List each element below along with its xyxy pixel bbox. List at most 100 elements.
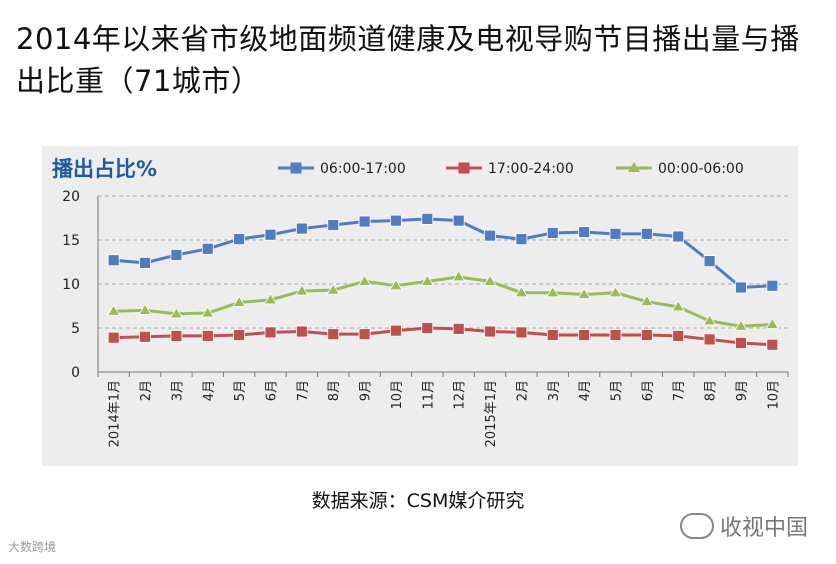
data-point [671,300,685,312]
x-tick-label: 8月 [704,380,719,401]
data-point [107,331,120,344]
data-point [295,325,308,338]
legend-label: 00:00-06:00 [658,161,744,177]
data-point [735,337,747,349]
data-point [484,229,496,242]
data-point [672,330,685,342]
data-point [640,227,653,240]
x-tick-label: 9月 [359,380,374,401]
data-point [263,293,278,305]
data-point [703,255,716,268]
data-point [201,306,215,318]
data-point [578,329,591,341]
data-point [264,326,277,339]
data-point [577,287,591,299]
y-tick-label: 0 [71,365,80,381]
legend-marker [458,162,470,174]
x-tick-label: 12月 [453,380,468,410]
data-point [327,219,340,231]
watermark-shoushi: 收视中国 [679,510,808,542]
line-chart: 播出占比% 0 5 10 15 20 2014年1月 2月 3月 4月 5月 6月 7月 8月 9月 10月 1… [52,157,789,447]
x-tick-label: 10月 [390,380,405,410]
data-point [452,214,465,227]
data-point [421,212,434,225]
data-point [640,294,654,307]
data-point [169,307,184,319]
x-tick-label: 6月 [265,380,280,401]
x-tick-label: 3月 [547,380,562,401]
data-point [451,270,466,282]
data-point [295,222,308,235]
data-point [420,274,435,286]
data-point [357,274,372,286]
data-point [358,215,371,228]
data-point [358,328,371,341]
chart-panel: 播出占比% 0 5 10 15 20 2014年1月 2月 3月 4月 5月 6月 7月 8月 9月 10月 1… [42,146,798,466]
page-title: 2014年以来省市级地面频道健康及电视导购节目播出量与播出比重（71城市） [16,22,800,98]
data-point [734,319,748,331]
data-point [233,233,246,246]
x-tick-label: 2015年1月 [484,380,499,447]
x-tick-label: 5月 [610,380,625,401]
x-tick-label: 2月 [139,380,154,401]
y-tick-label: 5 [71,321,80,337]
y-tick-label: 15 [62,233,80,249]
x-tick-label: 4月 [578,380,593,401]
data-point [452,322,465,335]
data-point [483,274,497,286]
x-tick-label: 9月 [735,380,750,401]
data-point [766,338,779,351]
data-point [640,329,653,341]
x-tick-label: 6月 [641,380,656,401]
data-point [702,314,717,326]
x-tick-label: 5月 [233,380,248,401]
data-point [295,284,309,296]
data-point [327,328,340,341]
x-tick-label: 3月 [170,380,185,401]
data-point [672,230,685,243]
x-tick-label: 2月 [515,380,530,401]
legend-label: 17:00-24:00 [488,161,574,177]
watermark-text: 收视中国 [719,516,808,541]
data-source: 数据来源：CSM媒介研究 [311,490,525,512]
data-point [735,281,747,294]
data-point [515,233,528,246]
data-point [546,329,559,341]
data-point [201,330,214,342]
data-point [514,286,529,298]
y-tick-label: 20 [62,189,80,205]
data-point [389,278,403,291]
data-point [609,329,622,341]
data-point [703,333,716,346]
legend-label: 06:00-17:00 [320,161,406,177]
x-tick-label: 7月 [672,380,687,401]
data-point [139,330,151,343]
legend-marker [628,162,640,172]
x-tick-label: 11月 [421,380,436,410]
wechat-icon [679,513,714,539]
series-line-3 [113,275,773,328]
data-point [609,227,622,240]
data-point [484,325,496,338]
data-point [326,283,340,295]
x-tick-label: 7月 [296,380,311,401]
y-axis-title: 播出占比% [52,157,157,181]
y-tick-label: 10 [62,277,80,293]
data-point [170,249,183,261]
data-point [139,256,151,269]
data-point [421,322,434,334]
data-point [201,242,214,255]
data-point [390,324,402,337]
data-point [170,330,183,342]
data-point [766,279,779,292]
data-point [233,329,246,341]
data-point [138,303,152,315]
x-tick-label: 8月 [327,380,342,401]
data-point [106,304,121,316]
series-line-2 [113,326,773,347]
data-point [232,295,246,307]
x-tick-label: 10月 [766,380,781,410]
data-point [107,254,120,267]
data-point [608,286,623,298]
data-point [390,214,402,227]
